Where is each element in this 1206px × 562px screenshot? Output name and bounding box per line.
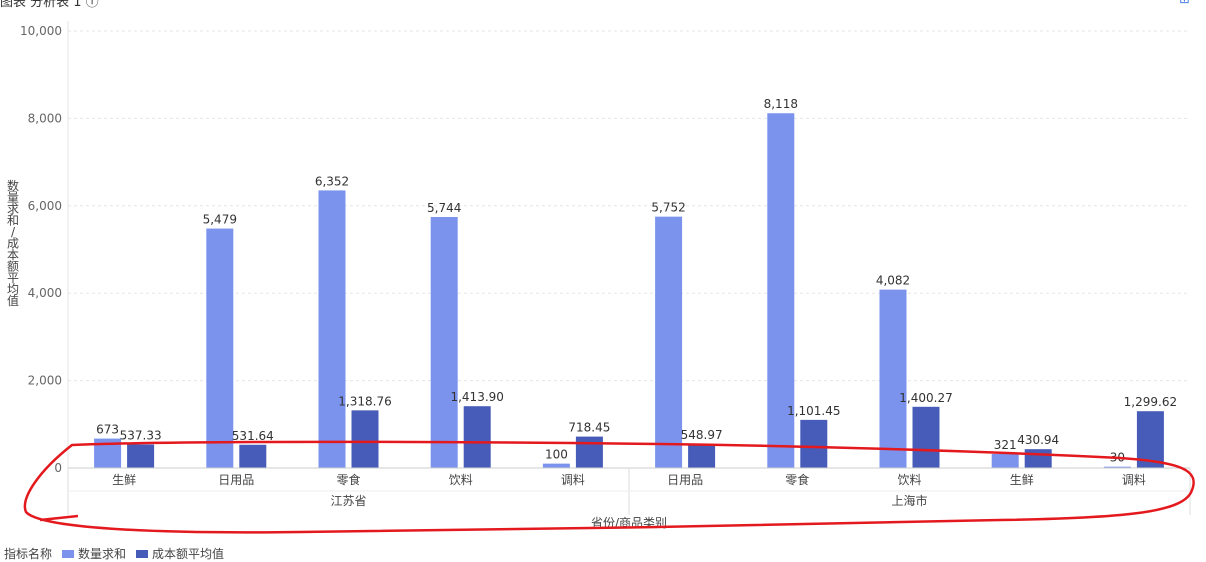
data-label: 5,744	[427, 201, 461, 215]
data-label: 430.94	[1017, 433, 1059, 447]
bar-series2[interactable]	[575, 436, 603, 468]
y-tick-label: 4,000	[28, 286, 62, 300]
bar-series2[interactable]	[912, 406, 940, 468]
data-label: 8,118	[764, 97, 798, 111]
x-category-label: 生鲜	[112, 473, 136, 487]
grid-lines	[67, 21, 1190, 468]
x-category-label: 零食	[785, 472, 809, 487]
bar-series2[interactable]	[239, 444, 267, 468]
x-group-label: 上海市	[891, 493, 927, 508]
y-tick-label: 8,000	[28, 111, 62, 125]
data-label: 321	[994, 438, 1017, 452]
bar-series1[interactable]	[1103, 466, 1131, 468]
data-label: 1,318.76	[338, 394, 391, 408]
bar-series1[interactable]	[655, 216, 683, 468]
bar-series1[interactable]	[991, 453, 1019, 468]
x-category-label: 饮料	[449, 473, 473, 487]
data-label: 548.97	[681, 428, 723, 442]
y-axis-ticks: 0 2,000 4,000 6,000 8,000 10,000	[20, 24, 62, 475]
y-tick-label: 6,000	[28, 199, 62, 213]
data-label: 718.45	[568, 421, 610, 435]
y-axis-title: 数量求和/成本额平均值	[7, 178, 19, 308]
x-category-label: 零食	[336, 472, 360, 487]
x-group-label: 江苏省	[330, 494, 366, 508]
bars	[94, 113, 1164, 468]
bar-series2[interactable]	[800, 419, 828, 468]
legend: 指标名称 数量求和 成本额平均值	[4, 545, 224, 562]
x-category-label: 日用品	[667, 473, 703, 487]
bar-series1[interactable]	[318, 190, 346, 468]
table-icon[interactable]: ⊞	[1179, 0, 1190, 7]
data-label: 100	[545, 448, 568, 462]
y-tick-label: 0	[54, 461, 62, 475]
y-tick-label: 2,000	[28, 374, 62, 388]
data-label: 6,352	[315, 174, 349, 188]
bar-series1[interactable]	[430, 216, 458, 468]
x-category-label: 调料	[561, 473, 585, 487]
legend-label-series1: 数量求和	[78, 547, 127, 561]
data-label: 4,082	[876, 274, 910, 288]
legend-title: 指标名称	[4, 547, 53, 561]
bar-series2[interactable]	[688, 444, 716, 468]
bar-series2[interactable]	[351, 410, 379, 468]
red-annotation-loop	[23, 440, 1195, 534]
data-label: 531.64	[232, 429, 274, 443]
data-label: 1,101.45	[787, 404, 840, 418]
bar-series1[interactable]	[206, 228, 234, 468]
bar-series1[interactable]	[767, 113, 795, 468]
x-category-label: 饮料	[897, 473, 921, 487]
x-category-label: 调料	[1122, 473, 1146, 487]
x-category-label: 生鲜	[1010, 473, 1034, 487]
x-category-label: 日用品	[218, 473, 254, 487]
legend-swatch-series2	[136, 549, 149, 558]
bar-series1[interactable]	[542, 463, 570, 468]
bar-series1[interactable]	[879, 289, 907, 468]
data-label: 673	[96, 423, 119, 437]
bar-series2[interactable]	[463, 406, 491, 468]
data-label: 5,752	[651, 201, 685, 215]
bar-series2[interactable]	[1024, 449, 1052, 468]
legend-item-series2[interactable]: 成本额平均值	[136, 545, 224, 562]
data-label: 5,479	[203, 213, 237, 227]
data-label: 537.33	[120, 429, 162, 443]
y-tick-label: 10,000	[20, 24, 62, 38]
legend-swatch-series1	[62, 549, 75, 558]
bar-series2[interactable]	[127, 444, 155, 468]
data-label: 1,299.62	[1124, 395, 1177, 409]
data-label: 1,400.27	[899, 391, 952, 405]
data-labels: 673 537.33 5,479 531.64 6,352 1,318.76 5,744 1,…	[96, 97, 1177, 464]
legend-label-series2: 成本额平均值	[152, 547, 225, 561]
page-title: 图表 分析表 1 ⓘ	[0, 0, 99, 10]
legend-item-series1[interactable]: 数量求和	[62, 545, 126, 562]
bar-series2[interactable]	[1136, 411, 1164, 468]
data-label: 1,413.90	[450, 390, 503, 404]
